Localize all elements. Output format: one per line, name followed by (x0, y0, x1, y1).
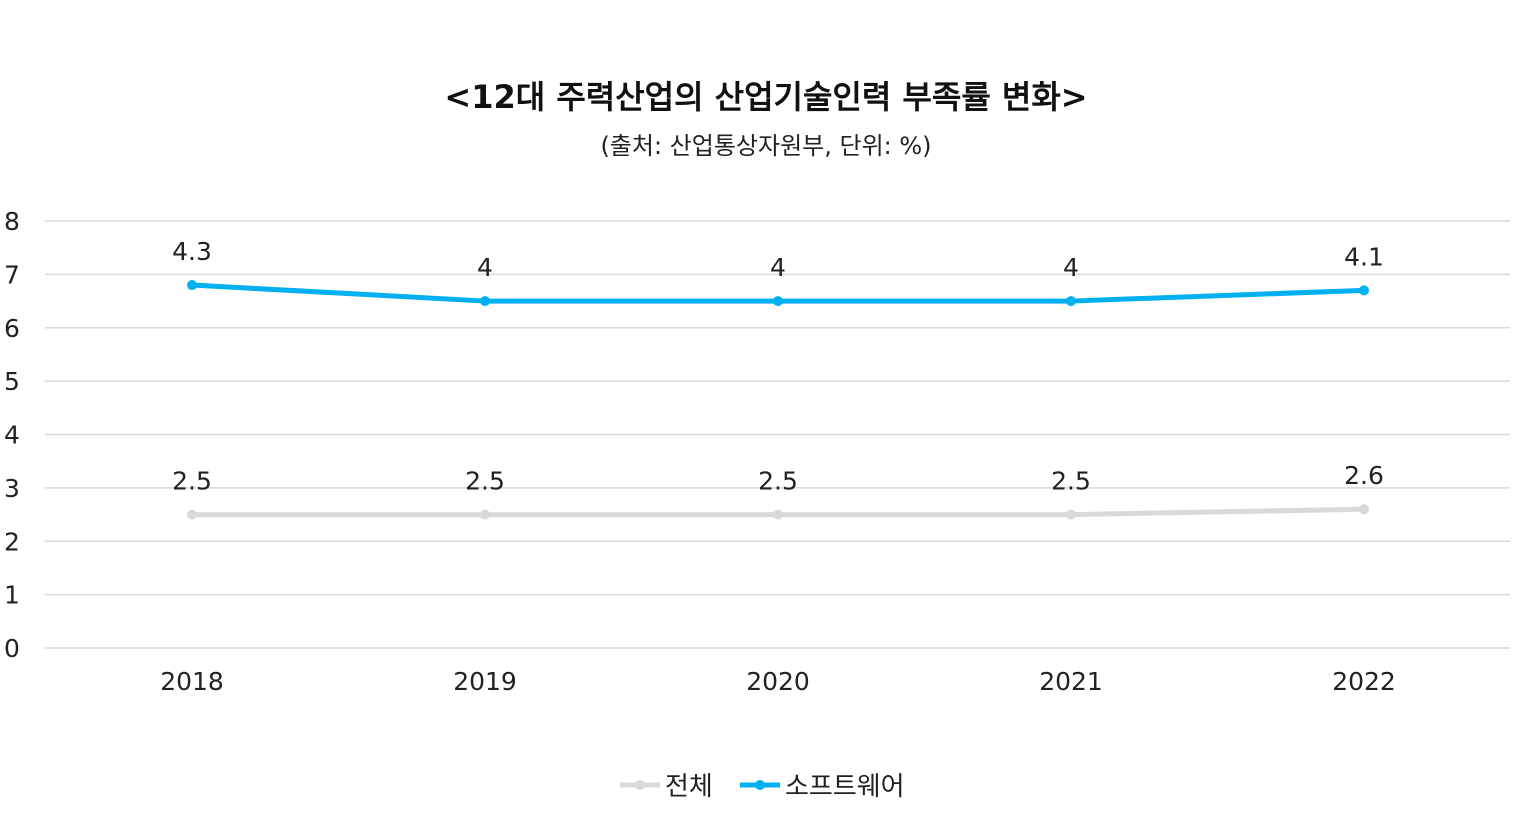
data-label: 2.5 (465, 467, 505, 496)
x-tick-label: 2019 (453, 667, 517, 696)
x-tick-label: 2020 (746, 667, 810, 696)
chart-title: <12대 주력산업의 산업기술인력 부족률 변화> (444, 78, 1087, 116)
data-label: 2.5 (1051, 467, 1091, 496)
data-point (187, 280, 197, 291)
y-tick-label: 5 (4, 367, 20, 396)
data-label: 4 (477, 253, 493, 282)
y-tick-label: 2 (4, 527, 20, 556)
data-label: 4.3 (172, 237, 212, 266)
data-point (1359, 504, 1369, 515)
legend-swatch-marker (635, 780, 645, 790)
x-tick-label: 2018 (160, 667, 224, 696)
data-point (480, 296, 490, 307)
data-point (480, 509, 490, 520)
y-tick-label: 8 (4, 207, 20, 236)
data-label: 4.1 (1344, 242, 1384, 271)
data-label: 2.5 (758, 467, 798, 496)
data-label: 4 (1063, 253, 1079, 282)
data-point (1066, 509, 1076, 520)
x-tick-label: 2022 (1332, 667, 1396, 696)
data-label: 2.5 (172, 467, 212, 496)
y-tick-label: 4 (4, 421, 20, 450)
x-tick-label: 2021 (1039, 667, 1103, 696)
data-point (773, 509, 783, 520)
y-tick-label: 0 (4, 634, 20, 663)
data-label: 4 (770, 253, 786, 282)
y-tick-label: 7 (4, 260, 20, 289)
legend-label: 소프트웨어 (785, 772, 905, 802)
y-tick-label: 3 (4, 474, 20, 503)
chart-subtitle: (출처: 산업통상자원부, 단위: %) (600, 132, 931, 160)
legend-swatch-marker (755, 780, 765, 790)
legend-label: 전체 (665, 772, 713, 802)
data-label: 2.6 (1344, 461, 1384, 490)
data-point (1359, 285, 1369, 296)
y-tick-label: 1 (4, 581, 20, 610)
y-tick-label: 6 (4, 314, 20, 343)
data-point (773, 296, 783, 307)
data-point (1066, 296, 1076, 307)
data-point (187, 509, 197, 520)
